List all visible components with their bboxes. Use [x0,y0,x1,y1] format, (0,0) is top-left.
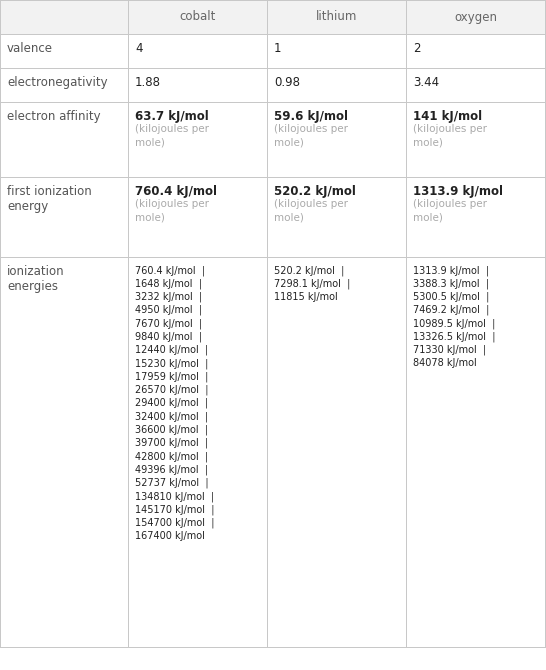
Text: (kilojoules per
mole): (kilojoules per mole) [135,199,209,222]
Text: valence: valence [7,42,53,55]
Text: lithium: lithium [316,11,357,23]
Text: cobalt: cobalt [179,11,216,23]
Text: 1: 1 [274,42,282,55]
Text: 520.2 kJ/mol  |
7298.1 kJ/mol  |
11815 kJ/mol: 520.2 kJ/mol | 7298.1 kJ/mol | 11815 kJ/… [274,265,351,302]
Text: 1.88: 1.88 [135,76,161,89]
Text: 760.4 kJ/mol: 760.4 kJ/mol [135,185,217,198]
Text: (kilojoules per
mole): (kilojoules per mole) [135,124,209,147]
Text: 4: 4 [135,42,143,55]
Text: (kilojoules per
mole): (kilojoules per mole) [413,199,487,222]
Text: 1313.9 kJ/mol: 1313.9 kJ/mol [413,185,503,198]
Text: 1313.9 kJ/mol  |
3388.3 kJ/mol  |
5300.5 kJ/mol  |
7469.2 kJ/mol  |
10989.5 kJ/m: 1313.9 kJ/mol | 3388.3 kJ/mol | 5300.5 k… [413,265,496,368]
Text: 3.44: 3.44 [413,76,439,89]
Text: first ionization
energy: first ionization energy [7,185,92,213]
Text: (kilojoules per
mole): (kilojoules per mole) [274,124,348,147]
Bar [406,0,545,34]
Bar [267,0,406,34]
Bar [128,0,267,34]
Bar [0,0,128,34]
Text: 63.7 kJ/mol: 63.7 kJ/mol [135,110,209,123]
Text: electronegativity: electronegativity [7,76,108,89]
Text: 520.2 kJ/mol: 520.2 kJ/mol [274,185,356,198]
Text: ionization
energies: ionization energies [7,265,64,293]
Text: (kilojoules per
mole): (kilojoules per mole) [413,124,487,147]
Text: 0.98: 0.98 [274,76,300,89]
Text: 59.6 kJ/mol: 59.6 kJ/mol [274,110,348,123]
Text: electron affinity: electron affinity [7,110,100,123]
Text: 141 kJ/mol: 141 kJ/mol [413,110,482,123]
Text: (kilojoules per
mole): (kilojoules per mole) [274,199,348,222]
Text: 760.4 kJ/mol  |
1648 kJ/mol  |
3232 kJ/mol  |
4950 kJ/mol  |
7670 kJ/mol  |
9840: 760.4 kJ/mol | 1648 kJ/mol | 3232 kJ/mol… [135,265,215,541]
Text: oxygen: oxygen [454,11,497,23]
Text: 2: 2 [413,42,420,55]
